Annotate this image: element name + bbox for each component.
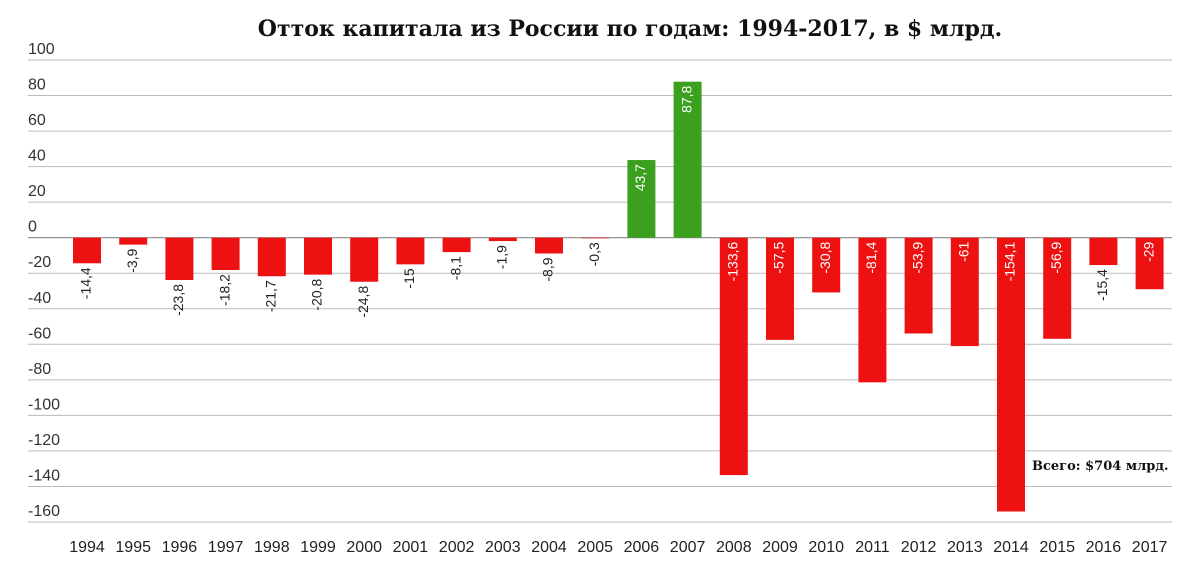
y-tick-label: -160 <box>28 503 60 520</box>
data-label-2017: -29 <box>1140 241 1156 261</box>
bar-1997 <box>211 237 240 271</box>
x-tick-label: 2001 <box>393 539 429 556</box>
x-tick-label: 2014 <box>993 539 1029 556</box>
bar-2008 <box>719 237 748 476</box>
y-tick-label: -120 <box>28 432 60 449</box>
total-annotation: Всего: $704 млрд. <box>1032 459 1169 474</box>
bar-2011 <box>858 237 887 383</box>
x-tick-label: 2011 <box>855 539 890 556</box>
data-label-1995: -3,9 <box>124 248 140 272</box>
bar-1994 <box>73 237 101 264</box>
y-tick-label: 100 <box>28 41 55 58</box>
x-tick-label: 2015 <box>1039 539 1075 556</box>
bar-1996 <box>165 237 194 280</box>
data-label-2016: -15,4 <box>1094 269 1110 301</box>
bar-2000 <box>350 237 379 282</box>
x-tick-label: 2017 <box>1132 539 1168 556</box>
bar-2003 <box>488 237 517 242</box>
bar-1998 <box>257 237 286 277</box>
y-tick-label: 60 <box>28 112 46 129</box>
data-label-2015: -56,9 <box>1048 241 1064 273</box>
bar-2015 <box>1043 237 1072 339</box>
data-label-1994: -14,4 <box>78 267 94 299</box>
data-label-2006: 43,7 <box>632 164 648 191</box>
data-label-1999: -20,8 <box>309 278 325 310</box>
x-tick-label: 2009 <box>762 539 798 556</box>
x-tick-label: 2012 <box>901 539 937 556</box>
bar-2005 <box>581 237 610 239</box>
bar-1995 <box>119 237 148 245</box>
data-label-2007: 87,8 <box>678 85 694 112</box>
x-tick-label: 2006 <box>624 539 660 556</box>
bar-2002 <box>442 237 471 253</box>
data-label-1997: -18,2 <box>216 274 232 306</box>
bar-2010 <box>812 237 841 293</box>
data-label-2002: -8,1 <box>447 256 463 280</box>
y-tick-label: -40 <box>28 290 51 307</box>
data-label-2012: -53,9 <box>909 241 925 273</box>
y-tick-label: -80 <box>28 361 51 378</box>
bar-2007 <box>673 81 702 238</box>
y-tick-label: 80 <box>28 77 46 94</box>
x-tick-label: 1997 <box>208 539 244 556</box>
x-tick-label: 2007 <box>670 539 706 556</box>
x-tick-label: 2004 <box>531 539 567 556</box>
data-label-2001: -15 <box>401 268 417 288</box>
data-label-2014: -154,1 <box>1002 241 1018 281</box>
bar-1999 <box>304 237 332 275</box>
data-label-2010: -30,8 <box>817 241 833 273</box>
bar-2017 <box>1135 237 1164 290</box>
y-tick-label: -60 <box>28 325 51 342</box>
x-tick-label: 1996 <box>162 539 198 556</box>
data-label-2003: -1,9 <box>494 245 510 269</box>
x-tick-label: 2003 <box>485 539 521 556</box>
bar-2001 <box>396 237 425 265</box>
y-tick-label: 40 <box>28 148 46 165</box>
y-tick-label: -100 <box>28 396 60 413</box>
y-tick-label: 0 <box>28 219 37 236</box>
bar-2009 <box>766 237 794 340</box>
x-tick-label: 1998 <box>254 539 290 556</box>
bar-2004 <box>535 237 563 254</box>
x-tick-label: 1994 <box>69 539 105 556</box>
data-label-2009: -57,5 <box>771 241 787 273</box>
data-label-2011: -81,4 <box>863 241 879 273</box>
x-tick-label: 2008 <box>716 539 752 556</box>
x-tick-label: 2013 <box>947 539 983 556</box>
bar-2013 <box>950 237 979 347</box>
bar-2016 <box>1089 237 1118 266</box>
x-tick-label: 2002 <box>439 539 475 556</box>
chart-title: Отток капитала из России по годам: 1994-… <box>257 16 1003 42</box>
bar-2014 <box>997 237 1025 512</box>
data-label-2013: -61 <box>956 241 972 261</box>
y-tick-label: -20 <box>28 254 51 271</box>
data-label-2004: -8,9 <box>540 257 556 281</box>
bar-2012 <box>904 237 933 334</box>
bar-2006 <box>627 160 656 238</box>
x-tick-label: 2000 <box>346 539 382 556</box>
y-axis-ticks: 100 80 60 40 20 0 -20 -40 -60 -80 -100 -120 -140 -160 <box>28 41 60 520</box>
data-label-1996: -23,8 <box>170 284 186 316</box>
x-axis-ticks: 1994 1995 1996 1997 1998 1999 2000 2001 2002 2003… <box>69 539 1167 556</box>
x-tick-label: 2016 <box>1086 539 1122 556</box>
gridlines <box>28 59 1172 523</box>
data-label-1998: -21,7 <box>263 280 279 312</box>
y-tick-label: -140 <box>28 467 60 484</box>
data-label-2005: -0,3 <box>586 242 602 266</box>
data-labels: -14,4 -3,9 -23,8 -18,2 -21,7 -20,8 -24,8 -15 -8,… <box>78 85 1157 317</box>
data-label-2000: -24,8 <box>355 286 371 318</box>
x-tick-label: 2005 <box>577 539 613 556</box>
x-tick-label: 1999 <box>300 539 336 556</box>
y-tick-label: 20 <box>28 183 46 200</box>
x-tick-label: 1995 <box>115 539 151 556</box>
data-label-2008: -133,6 <box>725 241 741 281</box>
x-tick-label: 2010 <box>808 539 844 556</box>
bars <box>73 81 1164 512</box>
